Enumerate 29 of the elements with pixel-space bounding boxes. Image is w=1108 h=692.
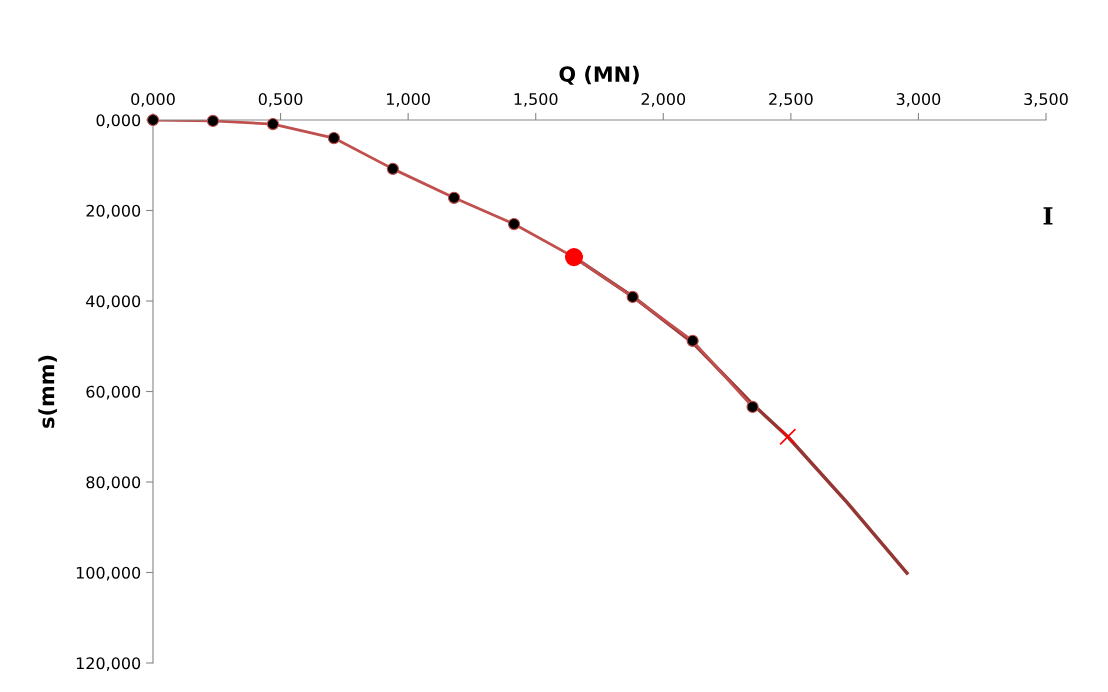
y-axis-title: s(mm) — [38, 355, 57, 428]
x-tick-label: 3,000 — [896, 93, 941, 107]
x-axis-title: Q (MN) — [559, 65, 639, 85]
point — [746, 400, 759, 413]
y-tick-label: 60,000 — [86, 385, 141, 400]
x-tick-label: 2,000 — [641, 93, 686, 107]
point — [327, 131, 341, 145]
point — [206, 114, 220, 128]
point — [266, 117, 280, 131]
point — [507, 217, 521, 231]
y-tick-label: 20,000 — [86, 204, 141, 219]
x-tick-label: 0,500 — [258, 93, 303, 107]
point — [447, 191, 461, 204]
x-tick-label: 0,000 — [131, 93, 175, 107]
point — [626, 290, 639, 304]
x-tick-label: 2,500 — [769, 93, 813, 107]
y-tick-label: 0,000 — [96, 114, 141, 128]
y-tick-label: 100,000 — [76, 566, 141, 581]
annotation: I — [1043, 207, 1053, 225]
x-tick-label: 3,500 — [1024, 93, 1068, 107]
y-tick-label: 40,000 — [86, 295, 141, 309]
x-tick-label: 1,000 — [387, 93, 430, 107]
point — [146, 113, 160, 127]
y-tick-label: 80,000 — [86, 476, 141, 490]
point — [779, 428, 797, 446]
point — [386, 162, 399, 175]
y-tick-label: 120,000 — [76, 657, 141, 671]
x-tick-label: 1,500 — [514, 93, 558, 107]
point — [686, 334, 699, 347]
